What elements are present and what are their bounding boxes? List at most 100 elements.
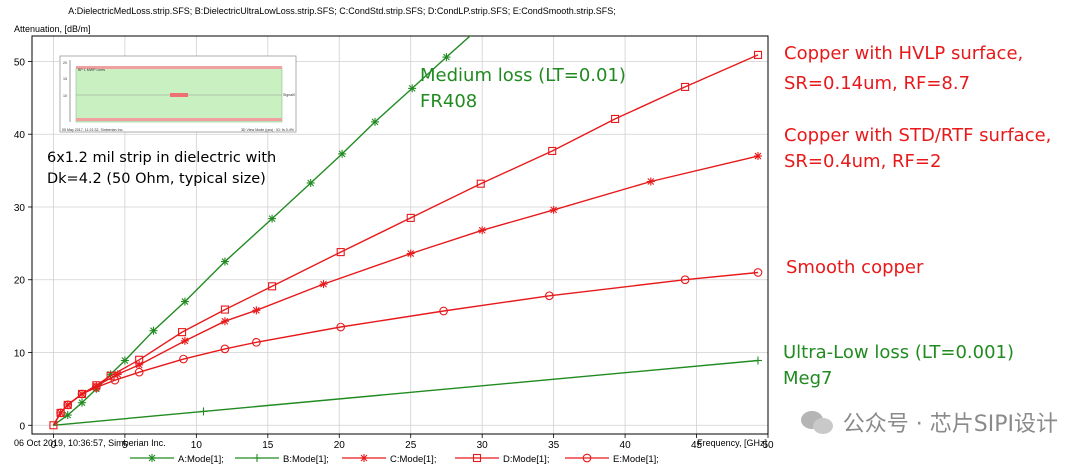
x-tick-label: 30 bbox=[477, 440, 489, 451]
data-marker-star bbox=[646, 177, 655, 186]
data-marker-square bbox=[178, 328, 187, 337]
data-marker-circle bbox=[439, 306, 448, 316]
y-tick-label: 10 bbox=[14, 349, 26, 360]
data-marker-square bbox=[548, 146, 557, 156]
data-marker-plus bbox=[253, 454, 261, 462]
annotation-std-line2: SR=0.4um, RF=2 bbox=[784, 151, 942, 172]
watermark-text: 公众号 · 芯片SIPI设计 bbox=[842, 412, 1058, 437]
data-marker-star bbox=[507, 0, 515, 2]
data-marker-square bbox=[268, 282, 277, 291]
plot-frame bbox=[31, 35, 769, 435]
data-marker-square bbox=[49, 421, 58, 430]
annotation-std: Copper with STD/RTF surface, SR=0.4um, R… bbox=[784, 124, 1051, 174]
data-marker-square bbox=[681, 82, 690, 91]
data-marker-square bbox=[472, 453, 482, 463]
data-marker-star bbox=[180, 297, 189, 306]
data-marker-star bbox=[149, 326, 158, 335]
data-marker-circle bbox=[680, 275, 690, 285]
data-marker-star bbox=[220, 257, 229, 266]
x-tick-label: 20 bbox=[334, 440, 346, 451]
annotation-strip-line1: 6x1.2 mil strip in dielectric with bbox=[47, 150, 277, 166]
x-tick-label: 50 bbox=[762, 440, 774, 451]
inset-tick-mid: 15 bbox=[63, 77, 67, 81]
inset-top-plane bbox=[76, 66, 282, 69]
data-marker-star bbox=[753, 152, 762, 161]
y-tick-label: 0 bbox=[19, 421, 25, 432]
annotation-strip-line2: Dk=4.2 (50 Ohm, typical size) bbox=[47, 171, 266, 187]
data-marker-star bbox=[220, 317, 229, 326]
data-marker-circle bbox=[582, 453, 592, 463]
data-marker-square bbox=[406, 213, 415, 222]
series-bmode1 bbox=[53, 356, 762, 426]
inset-bottom-plane bbox=[76, 118, 282, 121]
data-marker-square bbox=[611, 114, 620, 123]
chart-footer: 06 Oct 2019, 10:36:57, Simberian Inc. bbox=[14, 438, 166, 448]
inset-footer-left: 05 May 2017, 11:21:32, Simberian Inc. bbox=[62, 128, 123, 132]
x-tick-label: 15 bbox=[262, 440, 274, 451]
data-marker-square bbox=[753, 50, 763, 59]
x-tick-label: 0 bbox=[51, 440, 57, 451]
data-marker-star bbox=[306, 178, 315, 187]
data-marker-circle bbox=[336, 322, 346, 332]
inset-legend: Signal0 bbox=[283, 93, 295, 97]
data-marker-star bbox=[406, 249, 415, 258]
data-marker-star bbox=[478, 21, 486, 29]
data-marker-circle bbox=[77, 389, 87, 399]
data-marker-star bbox=[180, 336, 189, 345]
y-axis-label: Attenuation, [dB/m] bbox=[14, 24, 91, 34]
x-tick-label: 40 bbox=[620, 440, 632, 451]
annotation-smooth: Smooth copper bbox=[786, 256, 923, 280]
data-marker-circle bbox=[110, 375, 120, 385]
inset-tick-low: 10 bbox=[63, 94, 67, 98]
chart-title: A:DielectricMedLoss.strip.SFS; B:Dielect… bbox=[68, 6, 616, 16]
data-marker-star bbox=[360, 454, 368, 462]
series-line bbox=[52, 155, 759, 426]
series-line bbox=[53, 359, 759, 426]
annotation-std-line1: Copper with STD/RTF surface, bbox=[784, 125, 1052, 146]
x-tick-label: 35 bbox=[548, 440, 560, 451]
data-marker-star bbox=[370, 117, 379, 126]
series-amode1 bbox=[52, 0, 515, 426]
annotation-hvlp: Copper with HVLP surface, SR=0.14um, RF=… bbox=[784, 42, 1023, 96]
data-marker-star bbox=[252, 306, 261, 315]
series-emode1 bbox=[52, 268, 763, 426]
x-tick-label: 10 bbox=[191, 440, 203, 451]
data-marker-plus bbox=[753, 356, 762, 365]
data-marker-star bbox=[408, 84, 417, 93]
data-marker-star bbox=[478, 226, 487, 235]
legend-label: D:Mode[1]; bbox=[503, 454, 549, 465]
y-tick-label: 50 bbox=[14, 57, 26, 68]
inset-plot: BP 1 MWP Lines Signal0 20 15 10 05 May 2… bbox=[59, 55, 297, 133]
data-marker-star bbox=[268, 214, 277, 223]
x-tick-label: 25 bbox=[405, 440, 417, 451]
data-marker-circle bbox=[179, 354, 188, 364]
series bbox=[49, 0, 763, 430]
annotation-medium-line1: Medium loss (LT=0.01) bbox=[420, 65, 626, 86]
annotation-ultralow-line1: Ultra-Low loss (LT=0.001) bbox=[783, 342, 1015, 363]
data-marker-circle bbox=[220, 344, 230, 354]
data-marker-square bbox=[135, 355, 144, 364]
data-marker-star bbox=[338, 149, 347, 158]
y-tick-label: 20 bbox=[14, 276, 26, 287]
annotation-ultra-low-loss: Ultra-Low loss (LT=0.001) Meg7 bbox=[783, 341, 1014, 391]
annotation-smooth-text: Smooth copper bbox=[786, 257, 924, 278]
data-marker-star bbox=[63, 411, 72, 420]
wechat-icon bbox=[800, 409, 835, 435]
data-marker-star bbox=[549, 205, 558, 214]
data-marker-circle bbox=[753, 268, 763, 277]
data-marker-star bbox=[120, 356, 129, 365]
axis-ticks: 0 5 10 15 20 25 30 35 40 45 50 0 10 20 30 40 50 bbox=[14, 57, 774, 451]
annotation-medium-line2: FR408 bbox=[420, 91, 478, 112]
x-tick-label: 45 bbox=[691, 440, 703, 451]
annotation-ultralow-line2: Meg7 bbox=[783, 368, 833, 389]
data-marker-circle bbox=[91, 383, 101, 392]
x-axis-label: Frequency, [GHz] bbox=[697, 438, 767, 448]
annotation-hvlp-line1: Copper with HVLP surface, bbox=[784, 43, 1024, 64]
data-marker-circle bbox=[544, 291, 554, 301]
data-marker-star bbox=[319, 280, 328, 289]
data-marker-square bbox=[476, 179, 485, 188]
x-tick-label: 5 bbox=[122, 440, 128, 451]
legend-label: E:Mode[1]; bbox=[613, 454, 659, 465]
legend-label: B:Mode[1]; bbox=[283, 454, 329, 465]
legend-label: C:Mode[1]; bbox=[390, 454, 436, 465]
